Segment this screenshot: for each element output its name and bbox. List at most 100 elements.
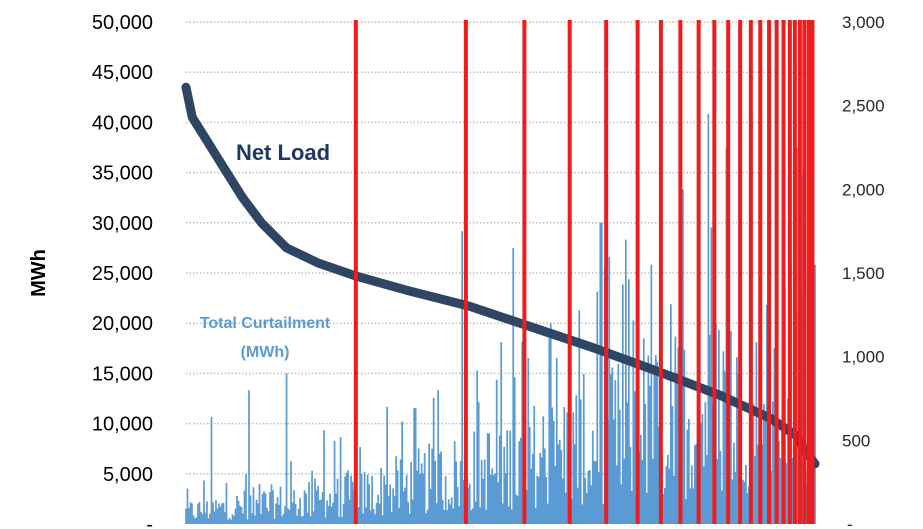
curtailment-bar xyxy=(581,504,584,524)
curtailment-bar xyxy=(600,222,603,525)
curtailment-bar xyxy=(450,497,453,524)
curtailment-bar xyxy=(345,472,348,524)
left-tick-label: 20,000 xyxy=(92,313,153,335)
curtailment-bar xyxy=(336,478,339,524)
curtailment-bar xyxy=(479,507,482,524)
curtailment-bar xyxy=(509,430,512,524)
curtailment-bar xyxy=(552,420,555,524)
curtailment-bar xyxy=(372,508,375,524)
curtailment-bar xyxy=(742,479,744,524)
curtailment-bar xyxy=(270,484,273,524)
curtailment-bar xyxy=(341,516,343,524)
curtailment-bar xyxy=(389,484,391,524)
curtailment-bar xyxy=(630,490,633,524)
curtailment-bar xyxy=(548,338,551,524)
curtailment-bar xyxy=(297,508,300,524)
curtailment-bar xyxy=(627,279,630,524)
curtailment-bar xyxy=(432,397,435,524)
curtailment-bar xyxy=(435,503,438,524)
curtailment-bar xyxy=(306,512,309,524)
curtailment-bar xyxy=(539,453,542,524)
curtailment-bar xyxy=(324,517,327,524)
curtailment-bar xyxy=(222,502,225,524)
left-tick-label: 40,000 xyxy=(92,112,153,134)
red-line-markers xyxy=(353,20,815,524)
curtailment-bar xyxy=(296,515,298,524)
curtailment-bar xyxy=(212,502,214,524)
curtailment-bar xyxy=(557,444,560,524)
curtailment-bar xyxy=(706,455,708,524)
right-tick-label: 1,500 xyxy=(842,264,885,283)
curtailment-bar xyxy=(764,415,767,524)
curtailment-bar xyxy=(761,444,764,524)
curtailment-bar xyxy=(317,485,319,524)
curtailment-bar xyxy=(691,465,693,524)
curtailment-bar xyxy=(377,494,379,524)
curtailment-bar xyxy=(320,499,322,524)
curtailment-bar xyxy=(593,460,596,524)
curtailment-bar xyxy=(688,418,690,524)
curtailment-bar xyxy=(245,473,247,524)
curtailment-bar xyxy=(587,470,590,524)
curtailment-bar xyxy=(327,505,330,524)
curtailment-bar xyxy=(474,501,477,524)
curtailment-bar xyxy=(362,513,364,524)
curtailment-bar xyxy=(594,461,597,524)
curtailment-bar xyxy=(536,475,539,524)
curtailment-bar xyxy=(527,358,530,524)
curtailment-bar xyxy=(461,231,464,524)
curtailment-bar xyxy=(240,506,243,524)
curtailment-bar xyxy=(620,484,623,524)
curtailment-bar xyxy=(665,466,668,524)
curtailment-bar xyxy=(287,508,289,524)
curtailment-bar xyxy=(395,456,397,524)
left-tick-label: 45,000 xyxy=(92,62,153,84)
curtailment-bar xyxy=(611,367,614,524)
curtailment-bar xyxy=(491,468,494,524)
curtailment-bar xyxy=(299,498,301,524)
curtailment-bar xyxy=(471,508,474,524)
curtailment-bar xyxy=(380,467,382,524)
curtailment-bar xyxy=(599,222,602,525)
curtailment-bar xyxy=(404,487,406,524)
curtailment-bar xyxy=(305,493,307,524)
curtailment-bar xyxy=(467,487,470,524)
curtailment-bar xyxy=(419,473,422,524)
curtailment-bar xyxy=(309,516,312,524)
left-tick-label: 15,000 xyxy=(92,363,153,385)
curtailment-bar xyxy=(368,484,370,524)
curtailment-bar xyxy=(249,495,252,524)
curtailment-bar xyxy=(683,349,686,524)
curtailment-bar xyxy=(446,510,449,524)
curtailment-bar xyxy=(393,496,396,524)
curtailment-bar xyxy=(591,430,594,524)
curtailment-bar xyxy=(718,329,720,524)
curtailment-bar xyxy=(260,513,262,524)
curtailment-bar xyxy=(410,461,413,524)
curtailment-bar xyxy=(302,515,304,524)
curtailment-bar xyxy=(653,372,656,524)
curtailment-bar xyxy=(681,189,684,525)
curtailment-bar xyxy=(647,355,650,524)
curtailment-bar xyxy=(498,435,501,524)
curtailment-bar xyxy=(626,402,629,524)
curtailment-bar xyxy=(530,468,533,524)
curtailment-bar xyxy=(413,408,416,524)
curtailment-bar xyxy=(251,513,253,524)
curtailment-bar xyxy=(416,470,419,524)
curtailment-bar xyxy=(401,421,403,524)
curtailment-bar xyxy=(206,501,208,524)
curtailment-bar xyxy=(488,433,491,524)
curtailment-bar xyxy=(468,483,471,524)
curtailment-bar xyxy=(516,495,519,524)
curtailment-bar xyxy=(246,519,249,524)
curtailment-bar xyxy=(671,405,674,524)
curtailment-bar xyxy=(470,510,473,524)
curtailment-bar xyxy=(315,490,318,524)
curtailment-bar xyxy=(779,457,782,524)
curtailment-bar xyxy=(203,480,205,524)
curtailment-bar xyxy=(576,487,579,524)
curtailment-bar xyxy=(545,476,548,524)
curtailment-bar xyxy=(407,502,410,524)
right-tick-label: 1,000 xyxy=(842,348,885,367)
